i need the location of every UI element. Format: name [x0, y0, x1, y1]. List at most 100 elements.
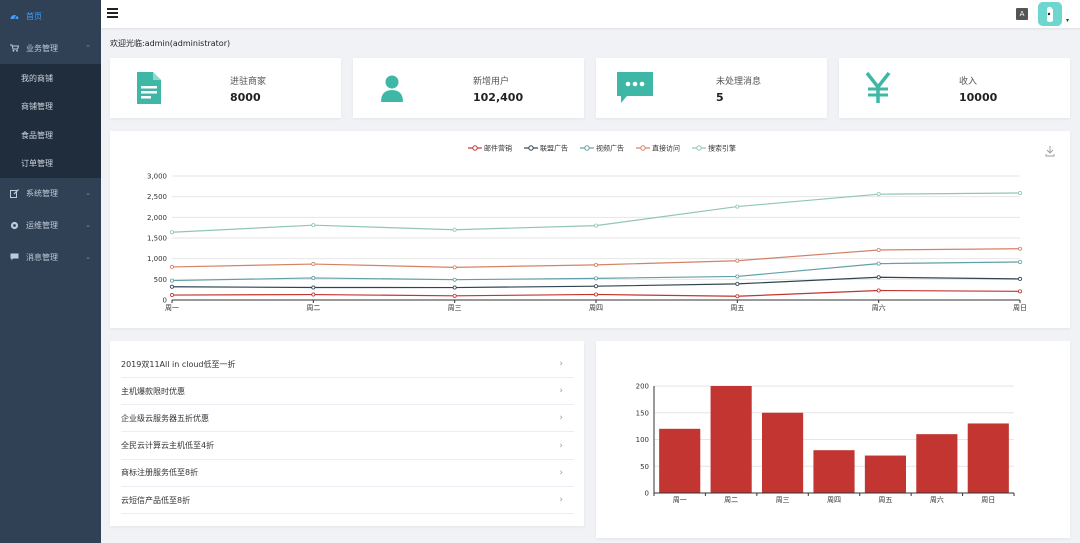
chevron-down-icon[interactable]: ▾ [1066, 17, 1070, 24]
submenu-item-shop-manage[interactable]: 商铺管理 [21, 101, 53, 111]
x-tick-label: 周日 [1013, 304, 1027, 312]
legend-marker [528, 145, 534, 151]
stat-card-income[interactable]: 收入 10000 [839, 58, 1070, 118]
data-point [593, 262, 598, 267]
menu-item-system[interactable]: 系统管理 ⌄ [0, 179, 101, 207]
x-tick-label: 周一 [673, 496, 687, 504]
y-tick-label: 0 [163, 297, 167, 305]
legend-marker [696, 145, 702, 151]
bar [916, 434, 958, 493]
stat-value: 5 [716, 91, 724, 104]
cart-icon [9, 43, 19, 53]
x-tick-label: 周五 [878, 496, 892, 504]
x-tick-label: 周五 [730, 304, 744, 312]
x-tick-label: 周六 [930, 495, 944, 504]
news-item[interactable]: 企业级云服务器五折优惠 › [121, 405, 574, 433]
x-tick-label: 周三 [776, 496, 790, 504]
data-point [452, 265, 457, 270]
y-tick-label: 3,000 [147, 173, 167, 181]
stat-value: 8000 [230, 91, 261, 104]
dashboard-icon [9, 11, 19, 21]
data-point [170, 264, 175, 269]
line-chart-card: 0 500 1,000 1,500 2,000 2,500 3,000 周一 周二 周三 周四 周五 周… [110, 131, 1070, 328]
data-point [876, 288, 881, 293]
news-item-title: 云短信产品低至8折 [121, 495, 191, 505]
menu-item-business[interactable]: 业务管理 ⌃ [0, 34, 101, 62]
stat-label: 未处理消息 [716, 77, 762, 87]
data-point [311, 223, 316, 228]
news-item-title: 企业级云服务器五折优惠 [121, 413, 209, 423]
data-point [1018, 246, 1023, 251]
bar [659, 428, 701, 493]
y-tick-label: 150 [636, 409, 649, 417]
menu-item-label: 运维管理 [26, 220, 58, 230]
menu-item-ops[interactable]: 运维管理 ⌄ [0, 211, 101, 239]
submenu-item-food-manage[interactable]: 食品管理 [21, 130, 53, 140]
welcome-text: 欢迎光临:admin(administrator) [110, 39, 231, 48]
data-point [170, 293, 175, 298]
data-point [1018, 276, 1023, 281]
x-tick-label: 周六 [872, 303, 886, 312]
menu-item-label: 首页 [26, 11, 42, 21]
legend-item: 搜索引擎 [692, 144, 736, 153]
legend-item: 视频广告 [580, 144, 624, 153]
x-tick-label: 周三 [448, 304, 462, 312]
data-point [876, 261, 881, 266]
news-item[interactable]: 2019双11All in cloud低至一折 › [121, 351, 574, 378]
stat-label: 进驻商家 [230, 77, 267, 87]
top-navbar: A ▾ [101, 0, 1080, 28]
menu-item-label: 系统管理 [26, 188, 58, 198]
bar-chart-card: 0 50 100 150 200 周一 周二 周三 周四 周五 周六 周日 [596, 341, 1070, 538]
legend-label: 联盟广告 [540, 144, 568, 153]
legend-item: 邮件营销 [468, 144, 512, 153]
submenu-item-order-manage[interactable]: 订单管理 [21, 158, 53, 168]
line-chart: 0 500 1,000 1,500 2,000 2,500 3,000 周一 周二 周三 周四 周五 周… [147, 144, 1055, 312]
stat-card-new-users[interactable]: 新增用户 102,400 [353, 58, 584, 118]
language-icon[interactable]: A [1016, 8, 1028, 20]
legend-item: 直接访问 [636, 144, 680, 153]
data-point [876, 247, 881, 252]
submenu-business: 我的商铺 商铺管理 食品管理 订单管理 [0, 64, 101, 178]
data-point [593, 223, 598, 228]
y-tick-label: 100 [636, 436, 649, 444]
news-item-title: 主机爆款限时优惠 [121, 386, 185, 396]
gear-icon [9, 220, 19, 230]
submenu-item-my-shop[interactable]: 我的商铺 [21, 73, 53, 83]
chevron-right-icon: › [559, 440, 563, 451]
download-icon[interactable] [1045, 146, 1055, 157]
menu-item-home[interactable]: 首页 [0, 2, 101, 30]
stat-card-merchants[interactable]: 进驻商家 8000 [110, 58, 341, 118]
data-point [735, 294, 740, 299]
data-point [593, 276, 598, 281]
news-item[interactable]: 云短信产品低至8折 › [121, 487, 574, 514]
data-point [593, 292, 598, 297]
bar-chart: 0 50 100 150 200 周一 周二 周三 周四 周五 周六 周日 [636, 383, 1015, 504]
bar [864, 455, 906, 493]
legend-marker [640, 145, 646, 151]
data-point [593, 284, 598, 289]
chevron-down-icon: ⌄ [85, 189, 91, 197]
data-point [170, 284, 175, 289]
stat-card-messages[interactable]: 未处理消息 5 [596, 58, 827, 118]
menu-item-message[interactable]: 消息管理 ⌄ [0, 243, 101, 271]
y-tick-label: 200 [636, 383, 649, 391]
data-point [170, 278, 175, 283]
hamburger-icon[interactable] [107, 8, 118, 18]
data-point [1018, 190, 1023, 195]
message-icon [9, 252, 19, 262]
yen-icon [860, 71, 896, 105]
y-tick-label: 0 [645, 490, 649, 498]
download-icon-shape [1045, 146, 1055, 157]
avatar[interactable] [1038, 2, 1062, 26]
stat-label: 收入 [959, 77, 978, 87]
news-item-title: 全民云计算云主机低至4折 [121, 441, 215, 451]
news-item[interactable]: 全民云计算云主机低至4折 › [121, 433, 574, 460]
news-item[interactable]: 主机爆款限时优惠 › [121, 378, 574, 406]
chevron-right-icon: › [559, 467, 563, 478]
news-item-title: 商标注册服务低至8折 [121, 468, 199, 478]
chevron-right-icon: › [559, 359, 563, 369]
news-item[interactable]: 商标注册服务低至8折 › [121, 460, 574, 487]
data-point [1018, 289, 1023, 294]
data-point [311, 285, 316, 290]
user-icon [374, 71, 410, 105]
